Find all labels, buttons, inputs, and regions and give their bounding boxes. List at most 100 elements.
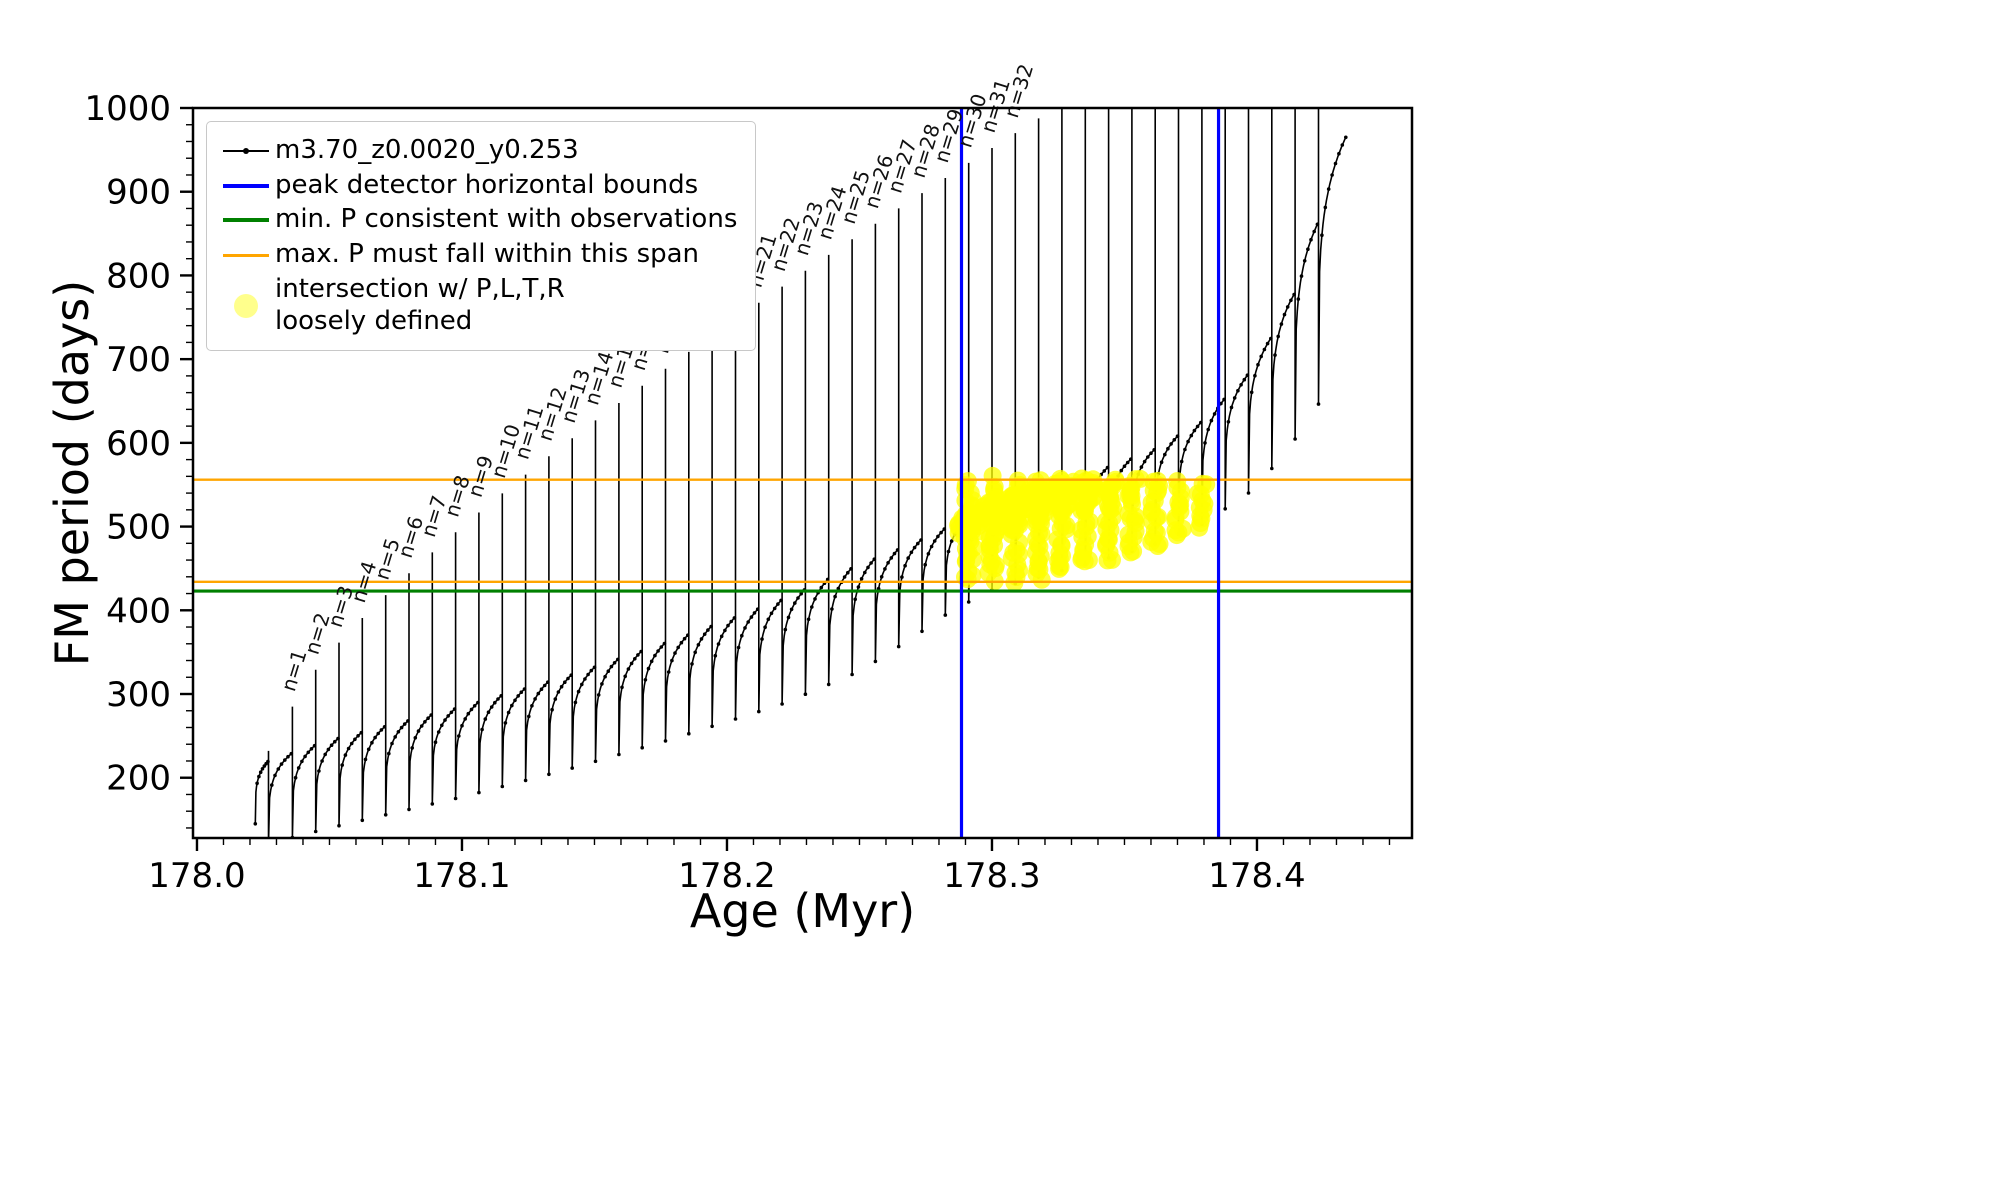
series-marker <box>559 684 564 689</box>
x-axis-label: Age (Myr) <box>689 884 916 938</box>
series-marker <box>906 556 910 560</box>
y-tick-label: 200 <box>106 759 171 799</box>
series-marker <box>706 628 710 632</box>
series-marker <box>1189 433 1194 438</box>
series-marker <box>550 707 554 712</box>
series-marker <box>539 687 544 691</box>
series-marker <box>620 685 624 690</box>
series-marker <box>1289 298 1293 303</box>
series-marker <box>679 640 684 645</box>
series-marker <box>1192 428 1197 433</box>
series-marker <box>503 721 508 725</box>
series-marker <box>830 607 834 611</box>
series-marker <box>1282 312 1287 317</box>
series-marker <box>472 704 477 708</box>
series-marker <box>853 597 857 602</box>
series-marker <box>780 702 784 706</box>
series-marker <box>929 544 934 549</box>
series-marker <box>1206 427 1210 432</box>
series-marker <box>919 538 923 542</box>
series-marker <box>576 689 581 694</box>
series-marker <box>1326 187 1331 191</box>
series-marker <box>736 645 741 650</box>
series-marker <box>382 725 387 729</box>
series-marker <box>872 557 877 561</box>
legend-item-max-p: max. P must fall within this span <box>217 239 737 271</box>
series-marker <box>949 539 954 543</box>
series-marker <box>255 781 259 786</box>
series-marker <box>1179 459 1184 464</box>
series-group <box>253 108 1348 838</box>
series-marker <box>942 527 947 531</box>
series-marker <box>869 561 873 565</box>
series-marker <box>1309 237 1313 242</box>
series-marker <box>570 766 574 770</box>
series-marker <box>1125 460 1130 465</box>
series-line-icon <box>223 148 269 155</box>
series-marker <box>1253 373 1257 378</box>
series-marker <box>1315 222 1320 227</box>
yellow-marker-icon <box>234 293 258 318</box>
series-marker <box>383 813 388 817</box>
intersection-points <box>949 466 1216 592</box>
series-marker <box>806 617 811 622</box>
series-marker <box>320 759 324 763</box>
series-marker <box>466 711 471 716</box>
series-marker <box>903 563 907 568</box>
series-marker <box>1256 362 1260 367</box>
series-marker <box>1169 442 1173 446</box>
intersection-dot <box>1193 474 1212 493</box>
series-marker <box>393 735 398 739</box>
legend-label-line1: intersection w/ P,L,T,R <box>275 273 565 304</box>
series-marker <box>623 674 627 679</box>
series-marker <box>896 644 901 649</box>
series-marker <box>253 822 258 826</box>
series-marker <box>1129 457 1133 462</box>
series-marker <box>1312 229 1316 234</box>
series-marker <box>1105 465 1110 470</box>
series-marker <box>612 661 617 665</box>
legend-label-line2: loosely defined <box>275 305 473 336</box>
series-marker <box>542 683 547 688</box>
series-marker <box>1285 305 1290 309</box>
x-tick-label: 178.0 <box>148 856 245 896</box>
series-marker <box>530 704 534 708</box>
series-marker <box>1119 468 1124 473</box>
legend-label: max. P must fall within this span <box>275 239 700 270</box>
series-marker <box>1276 334 1280 339</box>
series-marker <box>653 653 657 658</box>
series-marker <box>699 637 704 641</box>
series-marker <box>266 759 270 764</box>
series-marker <box>1163 452 1167 457</box>
series-marker <box>866 565 870 570</box>
legend-item-min-p: min. P consistent with observations <box>217 204 737 236</box>
series-marker <box>359 730 364 735</box>
series-marker <box>313 829 318 834</box>
series-marker <box>936 534 940 539</box>
series-marker <box>726 623 730 628</box>
series-marker <box>453 796 458 801</box>
series-marker <box>763 625 767 629</box>
series-marker <box>609 664 614 669</box>
series-marker <box>810 605 814 609</box>
series-marker <box>687 731 691 736</box>
series-marker <box>283 758 287 762</box>
series-marker <box>1212 412 1217 416</box>
series-marker <box>410 746 415 750</box>
x-tick-label: 178.2 <box>678 856 775 896</box>
series-marker <box>323 752 328 757</box>
series-marker <box>783 627 788 632</box>
series-marker <box>833 594 837 599</box>
series-marker <box>1262 347 1267 352</box>
series-marker <box>1265 341 1270 346</box>
series-marker <box>1146 455 1150 459</box>
y-tick-label: 500 <box>106 508 171 548</box>
series-marker <box>789 607 794 612</box>
series-marker <box>889 556 894 560</box>
series-marker <box>480 727 484 732</box>
series-marker <box>643 678 648 682</box>
y-tick-label: 800 <box>106 256 171 296</box>
green-line-icon <box>223 218 269 223</box>
y-tick-label: 400 <box>106 591 171 631</box>
series-marker <box>772 606 777 611</box>
